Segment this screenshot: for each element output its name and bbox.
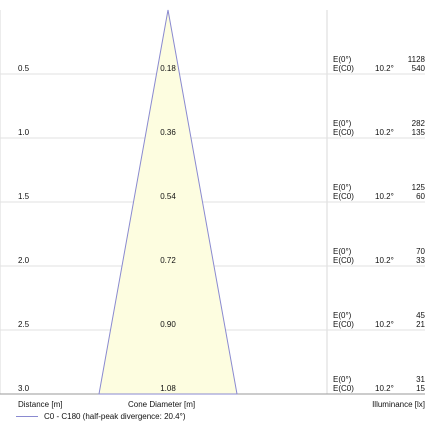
ec0-illuminance-value: 21 <box>416 320 425 329</box>
ec0-illuminance-value: 540 <box>411 64 425 73</box>
ec0-illuminance-value: 60 <box>416 192 425 201</box>
e0-label: E(0°) <box>333 183 352 192</box>
distance-value: 2.0 <box>18 256 30 265</box>
light-cone <box>98 9 238 395</box>
divergence-angle: 10.2° <box>375 256 394 265</box>
cone-diameter-value: 1.08 <box>160 384 176 393</box>
distance-value: 2.5 <box>18 320 30 329</box>
cone-diameter-value: 0.18 <box>160 64 176 73</box>
divergence-angle: 10.2° <box>375 320 394 329</box>
ec0-label: E(C0) <box>333 192 354 201</box>
distance-value: 0.5 <box>18 64 30 73</box>
e0-illuminance-value: 45 <box>416 311 425 320</box>
ec0-illuminance-value: 15 <box>416 384 425 393</box>
distance-value: 1.5 <box>18 192 30 201</box>
e0-label: E(0°) <box>333 247 352 256</box>
diameter-axis-label: Cone Diameter [m] <box>128 400 196 409</box>
distance-axis-label: Distance [m] <box>18 400 63 409</box>
ec0-illuminance-value: 33 <box>416 256 425 265</box>
cone-diameter-value: 0.36 <box>160 128 176 137</box>
ec0-label: E(C0) <box>333 384 354 393</box>
ec0-label: E(C0) <box>333 256 354 265</box>
e0-illuminance-value: 282 <box>411 119 425 128</box>
cone-diameter-value: 0.54 <box>160 192 176 201</box>
e0-label: E(0°) <box>333 119 352 128</box>
ec0-label: E(C0) <box>333 128 354 137</box>
distance-value: 3.0 <box>18 384 30 393</box>
ec0-illuminance-value: 135 <box>411 128 425 137</box>
e0-label: E(0°) <box>333 55 352 64</box>
divergence-angle: 10.2° <box>375 128 394 137</box>
e0-illuminance-value: 125 <box>411 183 425 192</box>
cone-diameter-value: 0.90 <box>160 320 176 329</box>
divergence-angle: 10.2° <box>375 192 394 201</box>
ec0-label: E(C0) <box>333 64 354 73</box>
illuminance-axis-label: Illuminance [lx] <box>372 400 425 409</box>
legend-line-icon <box>16 416 38 417</box>
divergence-angle: 10.2° <box>375 384 394 393</box>
e0-illuminance-value: 31 <box>416 375 425 384</box>
e0-label: E(0°) <box>333 375 352 384</box>
distance-value: 1.0 <box>18 128 30 137</box>
divergence-angle: 10.2° <box>375 64 394 73</box>
ec0-label: E(C0) <box>333 320 354 329</box>
e0-illuminance-value: 70 <box>416 247 425 256</box>
e0-illuminance-value: 1128 <box>407 55 425 64</box>
cone-diameter-value: 0.72 <box>160 256 176 265</box>
legend-text: C0 - C180 (half-peak divergence: 20.4°) <box>44 412 186 421</box>
e0-label: E(0°) <box>333 311 352 320</box>
